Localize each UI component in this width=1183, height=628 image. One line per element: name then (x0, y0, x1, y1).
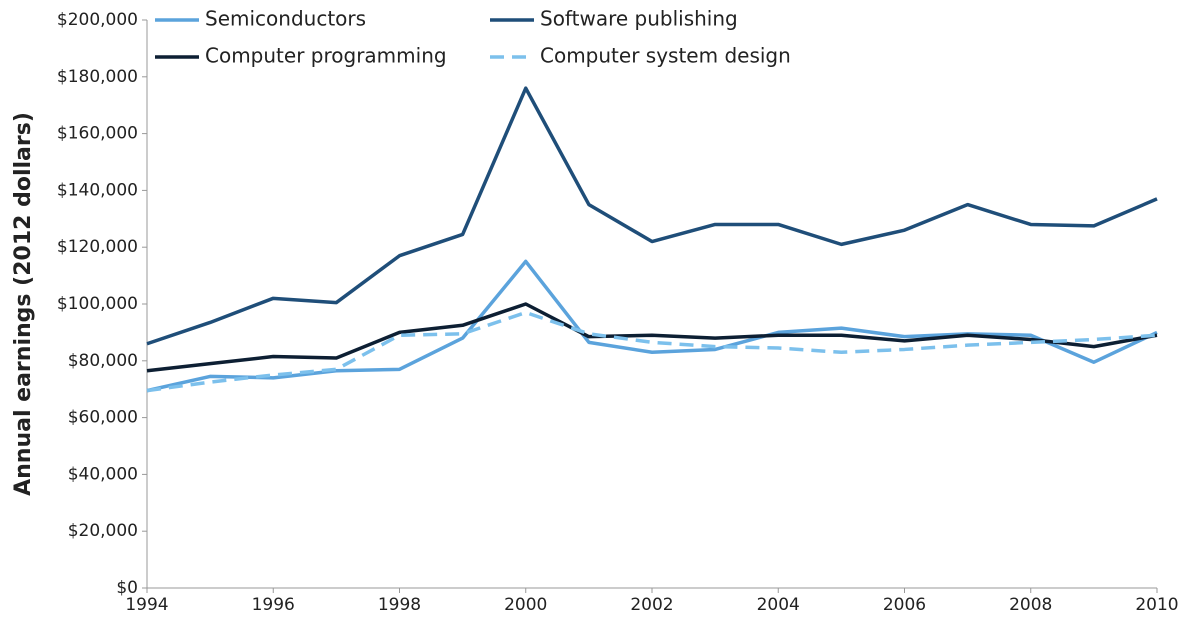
y-tick-label: $80,000 (68, 351, 138, 371)
legend-label: Computer system design (540, 44, 791, 68)
y-tick-label: $120,000 (57, 237, 138, 257)
series-line (146, 259, 1158, 393)
y-tick-label: $100,000 (57, 294, 138, 314)
series-line (146, 86, 1158, 346)
legend-label: Computer programming (205, 44, 447, 68)
y-tick-label: $200,000 (57, 10, 138, 30)
y-tick-label: $20,000 (68, 521, 138, 541)
x-tick-label: 2000 (504, 595, 547, 615)
x-tick-label: 2008 (1009, 595, 1052, 615)
series-line (146, 310, 1158, 393)
y-tick-label: $0 (116, 578, 138, 598)
y-axis-label: Annual earnings (2012 dollars) (11, 112, 36, 496)
legend-label: Software publishing (540, 7, 738, 31)
x-tick-label: 2002 (630, 595, 673, 615)
x-tick-label: 1994 (125, 595, 168, 615)
y-tick-label: $60,000 (68, 408, 138, 428)
y-tick-label: $140,000 (57, 180, 138, 200)
series-line (146, 302, 1158, 373)
y-tick-label: $40,000 (68, 464, 138, 484)
y-tick-label: $160,000 (57, 124, 138, 144)
x-tick-label: 2004 (757, 595, 800, 615)
x-tick-label: 2010 (1135, 595, 1178, 615)
x-tick-label: 2006 (883, 595, 926, 615)
x-tick-label: 1996 (252, 595, 295, 615)
y-tick-label: $180,000 (57, 67, 138, 87)
legend-label: Semiconductors (205, 7, 366, 31)
x-tick-label: 1998 (378, 595, 421, 615)
